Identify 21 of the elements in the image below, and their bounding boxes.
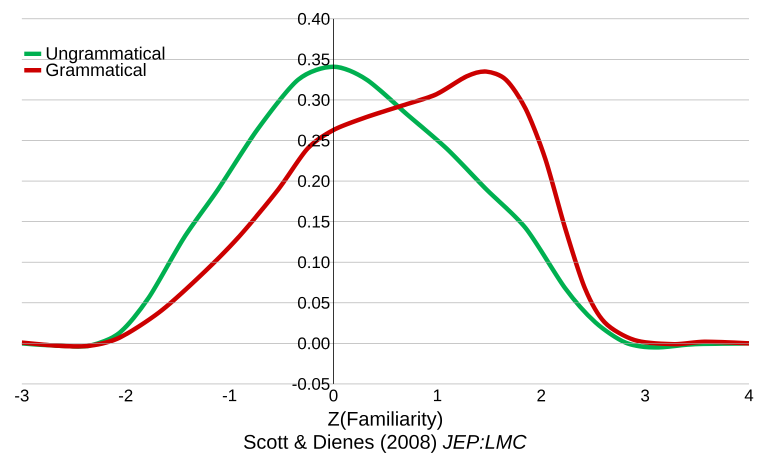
x-tick-label: 3 <box>641 389 650 402</box>
y-tick-label: 0.40 <box>298 12 330 25</box>
y-tick-label: 0.05 <box>298 296 330 309</box>
x-tick-label: 4 <box>744 389 754 402</box>
y-tick-label: 0.20 <box>298 174 330 187</box>
x-tick-label: 0 <box>329 389 338 402</box>
y-tick-label: 0.30 <box>298 94 330 106</box>
legend-label: Ungrammatical <box>46 46 164 64</box>
text: Scott & Dienes (2008) JEP:LMC <box>244 434 527 453</box>
x-tick-label: 2 <box>537 389 546 402</box>
y-tick-label: 0.35 <box>298 53 330 66</box>
legend-label: Grammatical <box>46 62 146 76</box>
x-axis-title: Z(Familiarity) <box>328 411 442 430</box>
x-tick-label: 1 <box>434 389 442 402</box>
x-tick-label: -2 <box>118 389 132 402</box>
x-tick-label: -1 <box>222 389 236 402</box>
y-tick-label: -0.05 <box>292 378 330 390</box>
y-tick-label: 0.00 <box>298 337 330 350</box>
y-tick-label: 0.10 <box>298 256 330 268</box>
y-tick-label: 0.15 <box>298 216 330 228</box>
x-tick-label: -3 <box>15 389 29 402</box>
